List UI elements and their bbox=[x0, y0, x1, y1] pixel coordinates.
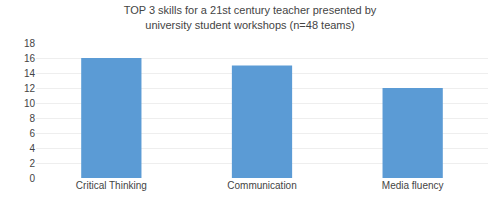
svg-text:TOP 3 skills for a 21st centur: TOP 3 skills for a 21st century teacher … bbox=[124, 4, 377, 30]
svg-text:14: 14 bbox=[24, 68, 36, 79]
svg-text:Media fluency: Media fluency bbox=[382, 180, 444, 191]
svg-text:18: 18 bbox=[24, 38, 36, 49]
svg-text:16: 16 bbox=[24, 53, 36, 64]
svg-text:10: 10 bbox=[24, 98, 36, 109]
svg-text:0: 0 bbox=[29, 173, 35, 184]
svg-text:Critical Thinking: Critical Thinking bbox=[76, 180, 147, 191]
svg-text:6: 6 bbox=[29, 128, 35, 139]
svg-text:2: 2 bbox=[29, 158, 35, 169]
svg-text:Communication: Communication bbox=[227, 180, 296, 191]
svg-text:8: 8 bbox=[29, 113, 35, 124]
svg-text:4: 4 bbox=[29, 143, 35, 154]
svg-text:12: 12 bbox=[24, 83, 36, 94]
